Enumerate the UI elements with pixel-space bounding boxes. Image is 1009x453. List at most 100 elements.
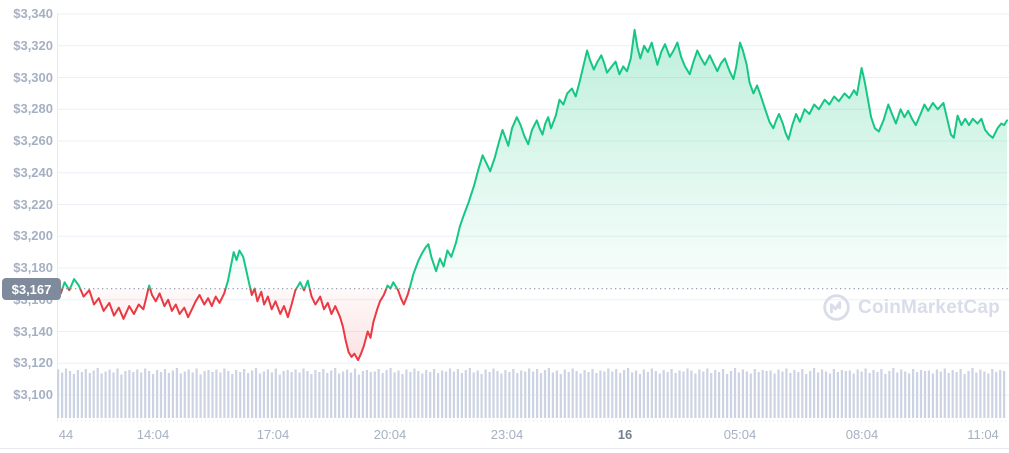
volume-bar — [737, 372, 740, 418]
volume-bar — [793, 370, 796, 418]
volume-bar — [587, 372, 590, 418]
volume-bar — [591, 369, 594, 418]
volume-bar — [627, 368, 630, 418]
volume-bar — [357, 374, 360, 418]
price-axis-label: $3,140 — [13, 324, 53, 339]
volume-bar — [623, 370, 626, 418]
volume-bar — [718, 372, 721, 418]
volume-bar — [896, 372, 899, 418]
volume-bar — [836, 372, 839, 418]
volume-bar — [852, 373, 855, 418]
volume-bar — [603, 371, 606, 418]
volume-bar — [179, 373, 182, 418]
volume-bar — [1003, 371, 1006, 418]
volume-bar — [801, 369, 804, 418]
volume-bar — [726, 374, 729, 418]
volume-bar — [191, 372, 194, 418]
price-axis-label: $3,180 — [13, 260, 53, 275]
volume-bar — [80, 372, 83, 418]
volume-bar — [104, 371, 107, 418]
volume-bar — [722, 369, 725, 418]
volume-bar — [57, 369, 60, 418]
volume-bar — [156, 370, 159, 418]
price-axis-label: $3,120 — [13, 355, 53, 370]
watermark-label: CoinMarketCap — [858, 296, 1000, 318]
volume-bar — [76, 370, 79, 418]
volume-bar — [765, 371, 768, 418]
volume-bar — [611, 371, 614, 418]
time-axis: 44 14:04 17:04 20:04 23:04 16 05:04 08:04 11:04 — [0, 427, 1009, 447]
volume-bar — [140, 372, 143, 418]
volume-bar — [199, 374, 202, 418]
volume-bar — [607, 368, 610, 418]
volume-bar — [68, 371, 72, 418]
volume-bar — [741, 369, 744, 418]
volume-bar — [638, 374, 642, 418]
volume-bar — [108, 369, 111, 418]
volume-bar — [524, 371, 527, 418]
volume-bar — [346, 369, 349, 418]
volume-bar — [828, 373, 832, 418]
area-above-open — [57, 29, 1007, 289]
volume-bar — [152, 374, 155, 418]
volume-bar — [674, 373, 677, 418]
volume-bar — [543, 370, 547, 418]
volume-bar — [733, 368, 737, 418]
volume-bar — [658, 373, 661, 418]
volume-bar — [805, 374, 808, 418]
volume-bar — [642, 369, 645, 418]
volume-bar — [682, 371, 685, 418]
volume-bar — [943, 368, 946, 418]
volume-bar — [231, 374, 234, 418]
volume-bar — [532, 371, 535, 418]
volume-bar — [781, 371, 784, 418]
volume-bar — [187, 369, 190, 418]
time-axis-label: 05:04 — [723, 427, 757, 442]
volume-bar — [266, 369, 269, 418]
price-axis-label: $3,260 — [13, 133, 53, 148]
volume-bar — [975, 372, 978, 418]
volume-bar — [908, 373, 911, 418]
volume-bar — [373, 371, 376, 418]
volume-bar — [868, 373, 871, 418]
volume-bar — [892, 368, 895, 418]
volume-bar — [516, 373, 519, 418]
volume-bar — [484, 369, 487, 418]
volume-bar — [710, 373, 713, 418]
volume-bar — [840, 370, 843, 418]
volume-bar — [963, 374, 966, 418]
volume-bar — [860, 371, 863, 418]
time-axis-label: 11:04 — [967, 427, 999, 442]
volume-bar — [163, 369, 167, 418]
volume-bar — [520, 370, 523, 418]
volume-bar — [939, 371, 942, 418]
volume-bar — [243, 369, 246, 418]
volume-bar — [999, 370, 1002, 418]
volume-bar — [421, 373, 424, 418]
volume-bar — [923, 371, 927, 418]
volume-bar — [528, 368, 531, 418]
volume-bar — [844, 371, 847, 418]
volume-bar — [912, 369, 915, 418]
price-axis-label: $3,320 — [13, 38, 53, 53]
volume-bar — [777, 369, 780, 418]
time-axis-label: 23:04 — [490, 427, 524, 442]
volume-bar — [444, 371, 448, 418]
volume-bar — [144, 368, 147, 418]
volume-bar — [789, 373, 792, 418]
volume-bar — [223, 368, 226, 418]
volume-bar — [856, 369, 859, 418]
volume-bar — [132, 372, 135, 418]
volume-bar — [904, 371, 907, 418]
volume-bar — [670, 369, 673, 418]
volume-bar — [951, 370, 954, 418]
volume-bar — [262, 371, 265, 418]
volume-bar — [441, 370, 444, 418]
volume-bar — [306, 371, 309, 418]
volume-bar — [749, 373, 752, 418]
volume-bar — [211, 372, 214, 418]
volume-bar — [417, 371, 420, 418]
volume-bar — [326, 373, 329, 418]
volume-bar — [219, 372, 222, 418]
